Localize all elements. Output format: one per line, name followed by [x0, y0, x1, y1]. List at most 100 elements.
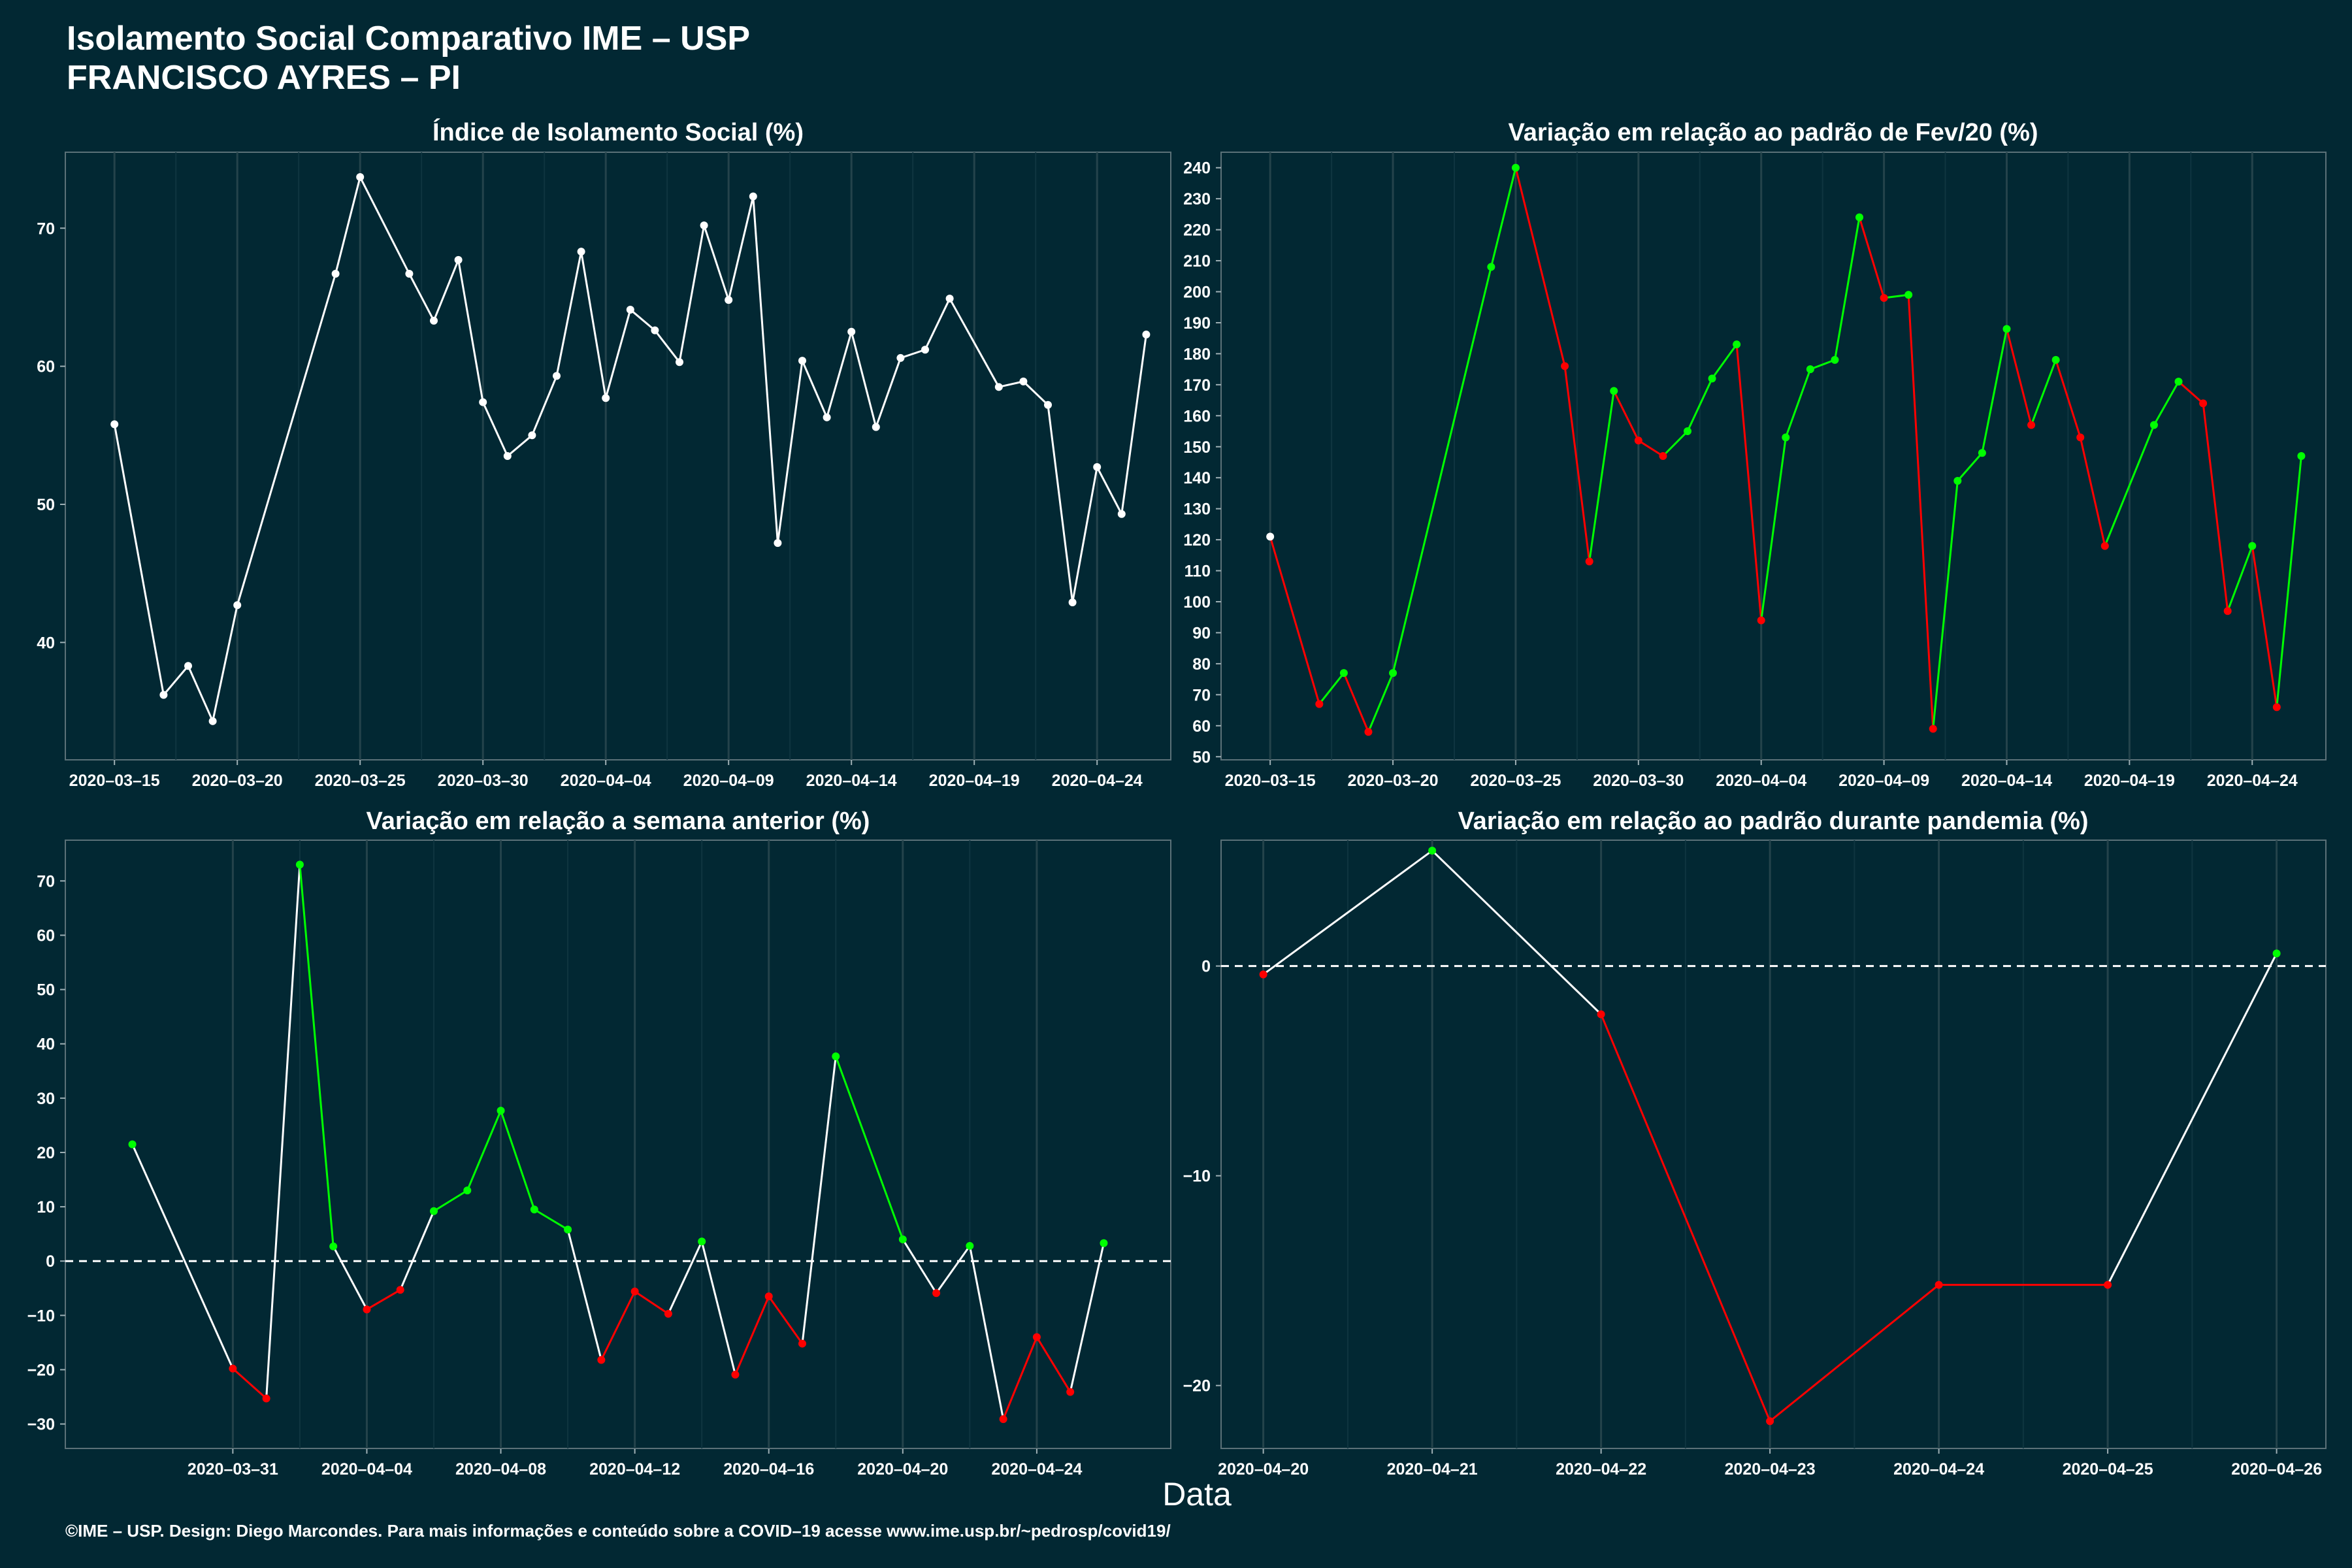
x-tick-label: 2020–04–24 [2207, 772, 2298, 790]
x-tick-label: 2020–03–30 [1593, 772, 1684, 790]
y-tick-label: 50 [1192, 748, 1211, 766]
series-line-segment [875, 357, 902, 428]
data-point [698, 1237, 706, 1246]
series-line-segment [1810, 359, 1835, 370]
series-line-segment [1262, 849, 1433, 975]
series-line-segment [2055, 359, 2082, 438]
x-tick-label: 2020–04–24 [991, 1460, 1082, 1478]
series-line-segment [1269, 536, 1320, 705]
x-tick-label: 2020–03–25 [315, 772, 406, 790]
data-point [597, 1356, 606, 1364]
series-line-segment [433, 259, 459, 321]
y-tick-label: −30 [27, 1416, 55, 1434]
x-tick-label: 2020–04–09 [1838, 772, 1929, 790]
y-tick-label: 150 [1183, 438, 1211, 457]
series-line-segment [801, 1056, 837, 1344]
series-line-segment [408, 273, 435, 321]
series-line-segment [826, 331, 853, 418]
data-point [676, 358, 683, 367]
y-tick-label: 110 [1184, 563, 1211, 581]
y-tick-label: 220 [1183, 221, 1211, 240]
data-point [602, 394, 610, 402]
series-line-segment [1047, 404, 1074, 603]
x-tick-label: 2020–04–24 [1052, 772, 1143, 790]
data-point [898, 1235, 907, 1243]
data-point [798, 357, 806, 365]
series-line-segment [1907, 295, 1935, 729]
y-tick-label: 180 [1183, 345, 1211, 363]
y-tick-label: 120 [1183, 531, 1211, 549]
data-point [405, 270, 414, 278]
y-tick-label: 70 [37, 220, 55, 238]
series-line-segment [466, 1110, 502, 1191]
data-point [564, 1226, 572, 1234]
plot-area [1220, 152, 2327, 760]
series-line-segment [629, 308, 656, 331]
data-point [2199, 399, 2208, 408]
series-line-segment [1760, 437, 1787, 621]
series-line-segment [2030, 359, 2057, 426]
series-line-segment [359, 176, 410, 274]
data-point [872, 423, 880, 431]
series-line-segment [1343, 672, 1369, 732]
data-point [2027, 421, 2036, 429]
series-line-segment [2227, 546, 2253, 612]
y-tick-label: 80 [1192, 655, 1211, 674]
data-point [798, 1339, 806, 1348]
y-tick-label: −20 [27, 1361, 55, 1379]
x-tick-label: 2020–04–25 [2063, 1460, 2153, 1478]
data-point [994, 383, 1003, 391]
data-point [2272, 949, 2281, 958]
series-line-segment [924, 298, 951, 350]
series-line-segment [366, 1288, 401, 1311]
data-point [1100, 1239, 1108, 1247]
data-point [331, 270, 340, 278]
data-point [847, 327, 856, 336]
series-line-segment [776, 360, 804, 544]
x-tick-label: 2020–04–20 [857, 1460, 948, 1478]
series-line-segment [1318, 672, 1345, 705]
data-point [463, 1186, 472, 1195]
data-point [528, 431, 536, 440]
y-tick-label: −20 [1183, 1377, 1211, 1396]
data-point [966, 1241, 974, 1250]
data-point [896, 353, 905, 362]
data-point [945, 295, 954, 303]
data-point [110, 420, 119, 429]
series-line-segment [534, 1208, 568, 1231]
series-line-segment [703, 225, 730, 301]
data-point [503, 452, 512, 460]
data-point [530, 1205, 538, 1214]
series-line-segment [1769, 1284, 1940, 1422]
series-line-segment [555, 251, 583, 376]
x-tick-label: 2020–04–04 [561, 772, 651, 790]
data-point [1259, 970, 1267, 979]
panel-variation-feb: 50 60 70 80 90 100 110 120 130 140 150 160 170 180 190… [1183, 119, 2327, 790]
data-point [1880, 294, 1888, 302]
y-tick-label: 160 [1183, 407, 1211, 425]
data-point [2104, 1281, 2112, 1289]
series-line-segment [850, 331, 877, 427]
data-point [749, 192, 757, 201]
series-line-segment [1932, 480, 1959, 729]
series-line-segment [1431, 849, 1602, 1015]
data-point [725, 296, 733, 304]
series-line-segment [1367, 672, 1394, 732]
series-line-segment [1686, 378, 1713, 432]
series-line-segment [2202, 403, 2229, 612]
panel-variation-previous-week: −30 −20 −10 0 10 20 30 40 50 60 70 2020–03–31 2020–0… [27, 808, 1171, 1478]
data-point [1315, 700, 1324, 708]
series-line-segment [482, 401, 509, 457]
data-point [1032, 1333, 1041, 1341]
series-line-segment [500, 1110, 536, 1210]
data-point [1364, 728, 1373, 736]
figure-subtitle: FRANCISCO AYRES – PI [67, 59, 461, 97]
data-point [664, 1309, 672, 1318]
y-tick-label: 100 [1183, 593, 1211, 612]
series-line-segment [1638, 440, 1664, 457]
panel-variation-pandemic: −20 −10 0 2020–04–20 2020–04–21 2020–04–22 202… [1183, 808, 2327, 1478]
data-point [229, 1364, 237, 1373]
x-tick-label: 2020–04–04 [321, 1460, 412, 1478]
data-point [2100, 542, 2109, 550]
